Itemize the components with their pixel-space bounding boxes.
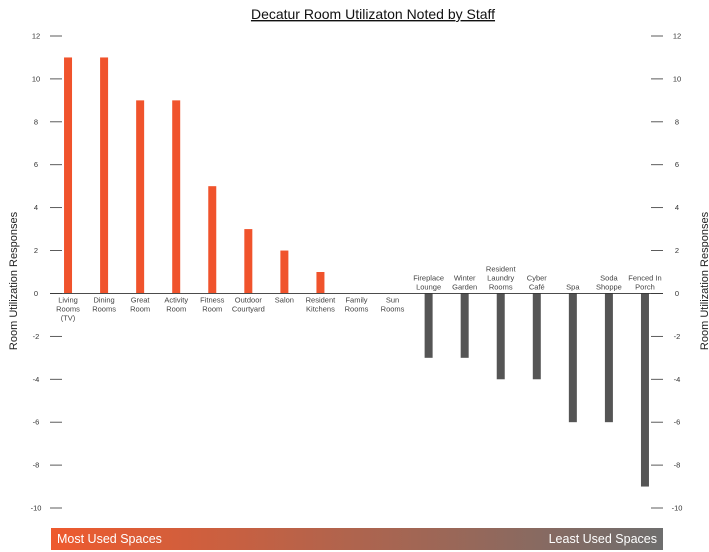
left-tick-label: 6 — [34, 160, 38, 169]
right-y-axis-label: Room Utilization Responses — [699, 211, 709, 350]
right-tick-label: -2 — [674, 332, 681, 341]
bar — [100, 57, 109, 294]
usage-gradient-banner: Most Used Spaces Least Used Spaces — [51, 528, 663, 550]
bar — [424, 293, 433, 358]
left-tick-label: 0 — [34, 289, 38, 298]
chart-title: Decatur Room Utilizaton Noted by Staff — [251, 6, 495, 22]
right-tick-label: 10 — [673, 74, 681, 83]
bar-series — [64, 57, 649, 487]
right-tick-label: -8 — [674, 461, 681, 470]
bar — [316, 272, 325, 294]
category-label: Dining Rooms — [92, 295, 116, 313]
category-label: Fenced In Porch — [628, 273, 661, 291]
category-label: Cyber Café — [527, 273, 548, 291]
right-tick-label: -10 — [672, 504, 683, 513]
category-label: Fireplace Lounge — [413, 273, 444, 291]
left-tick-label: 10 — [32, 74, 40, 83]
right-tick-label: 4 — [675, 203, 679, 212]
bar — [460, 293, 469, 358]
right-tick-label: 8 — [675, 117, 679, 126]
bar — [136, 100, 145, 294]
left-y-axis-label: Room Utilization Responses — [8, 211, 20, 350]
left-tick-label: -2 — [33, 332, 40, 341]
category-label: Soda Shoppe — [596, 273, 622, 291]
left-tick-label: -8 — [33, 461, 40, 470]
bar — [280, 250, 289, 294]
left-tick-label: 4 — [34, 203, 38, 212]
category-label: Sun Rooms — [381, 295, 405, 313]
right-tick-label: 2 — [675, 246, 679, 255]
left-tick-label: 12 — [32, 32, 40, 41]
left-tick-label: -10 — [31, 504, 42, 513]
category-label: Spa — [566, 282, 580, 291]
right-tick-label: 12 — [673, 32, 681, 41]
bar — [496, 293, 505, 380]
category-label: Salon — [275, 295, 294, 304]
right-tick-label: 6 — [675, 160, 679, 169]
bar — [568, 293, 577, 423]
bar — [208, 186, 217, 294]
category-label: Living Rooms (TV) — [56, 295, 80, 322]
bar-chart: Decatur Room Utilizaton Noted by Staff 1… — [8, 6, 709, 513]
left-tick-label: -4 — [33, 375, 40, 384]
category-label: Activity Room — [164, 295, 188, 313]
left-tick-label: 2 — [34, 246, 38, 255]
category-labels: Living Rooms (TV) Dining Rooms Great Room Activ… — [56, 264, 662, 322]
least-used-label: Least Used Spaces — [548, 532, 657, 546]
left-tick-label: 8 — [34, 117, 38, 126]
category-label: Family Rooms — [345, 295, 369, 313]
bar — [172, 100, 181, 294]
bar — [532, 293, 541, 380]
category-label: Outdoor Courtyard — [232, 295, 265, 313]
bar — [604, 293, 613, 423]
bar — [64, 57, 73, 294]
bar — [244, 229, 253, 294]
category-label: Great Room — [130, 295, 150, 313]
left-tick-label: -6 — [33, 418, 40, 427]
right-tick-label: 0 — [675, 289, 679, 298]
most-used-label: Most Used Spaces — [57, 532, 162, 546]
right-y-axis: 12 10 8 6 4 2 0 -2 -4 -6 -8 -10 — [651, 32, 682, 513]
category-label: Resident Laundry Rooms — [486, 264, 517, 291]
bar — [640, 293, 649, 487]
category-label: Winter Garden — [452, 273, 477, 291]
category-label: Fitness Room — [200, 295, 224, 313]
right-tick-label: -6 — [674, 418, 681, 427]
right-tick-label: -4 — [674, 375, 681, 384]
category-label: Resident Kitchens — [306, 295, 337, 313]
left-y-axis: 12 10 8 6 4 2 0 -2 -4 -6 -8 -10 — [31, 32, 62, 513]
